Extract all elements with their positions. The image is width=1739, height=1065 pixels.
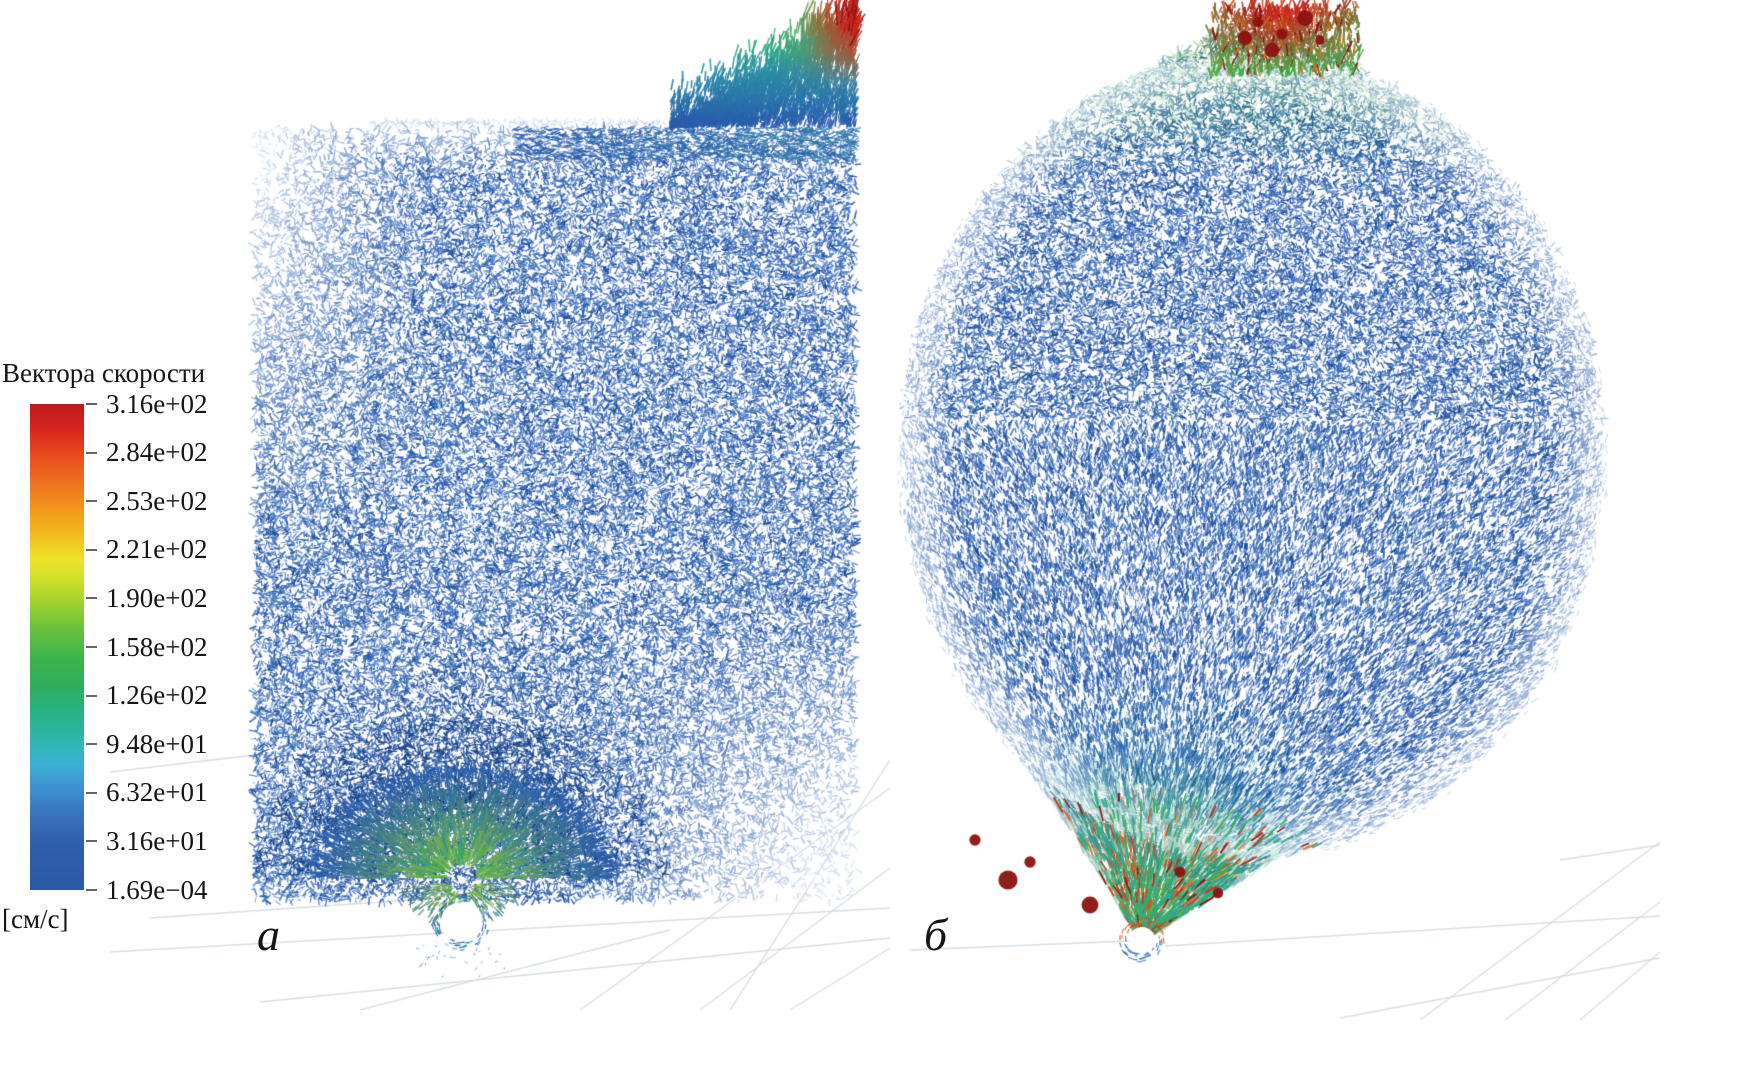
legend-unit: [см/с] xyxy=(2,904,69,934)
panel-a-vector-plot xyxy=(110,0,890,1010)
legend-title: Вектора скорости xyxy=(2,358,206,388)
colorbar-tick: 1.69e−04 xyxy=(86,875,207,905)
tick-label: 6.32e+01 xyxy=(106,777,208,808)
colorbar-legend: Вектора скорости 3.16e+02 2.84e+02 2.53e+0… xyxy=(0,358,250,958)
colorbar-tick: 3.16e+02 xyxy=(86,389,207,419)
colorbar-tick: 2.21e+02 xyxy=(86,534,208,565)
tick-mark xyxy=(86,646,97,648)
colorbar-tick: 2.53e+02 xyxy=(86,486,207,516)
tick-label: 3.16e+01 xyxy=(106,825,208,856)
panel-b-label: б xyxy=(924,909,948,960)
colorbar-tick: 2.84e+02 xyxy=(86,437,208,468)
tick-mark xyxy=(86,694,97,697)
colorbar-tick: 9.48e+01 xyxy=(86,729,207,759)
tick-label: 9.48e+01 xyxy=(106,728,208,759)
tick-label: 1.26e+02 xyxy=(106,680,208,711)
colorbar-tick: 1.26e+02 xyxy=(86,680,208,711)
tick-label: 1.58e+02 xyxy=(106,631,208,662)
tick-mark xyxy=(86,500,97,503)
colorbar-tick: 1.58e+02 xyxy=(86,632,207,662)
tick-label: 2.21e+02 xyxy=(106,534,208,565)
colorbar-tick: 1.90e+02 xyxy=(86,583,207,613)
colorbar-ticks: 3.16e+02 2.84e+02 2.53e+02 2.21e+02 1.90e+02… xyxy=(86,389,246,905)
tick-mark xyxy=(86,743,97,746)
colorbar xyxy=(30,404,84,890)
tick-label: 2.84e+02 xyxy=(106,437,208,468)
tick-label: 1.69e−04 xyxy=(106,874,208,905)
colorbar-tick: 3.16e+01 xyxy=(86,826,207,856)
tick-mark xyxy=(86,403,97,405)
tick-label: 2.53e+02 xyxy=(106,485,208,516)
tick-mark xyxy=(86,548,97,551)
tick-mark xyxy=(86,451,97,454)
tick-mark xyxy=(86,791,97,794)
panel-a-label: а xyxy=(257,909,280,960)
tick-label: 1.90e+02 xyxy=(106,582,208,613)
tick-mark xyxy=(86,889,97,891)
tick-mark xyxy=(86,840,97,843)
panel-b-vector-plot xyxy=(880,0,1660,1020)
tick-label: 3.16e+02 xyxy=(106,388,208,419)
tick-mark xyxy=(86,597,97,600)
colorbar-tick: 6.32e+01 xyxy=(86,777,208,808)
